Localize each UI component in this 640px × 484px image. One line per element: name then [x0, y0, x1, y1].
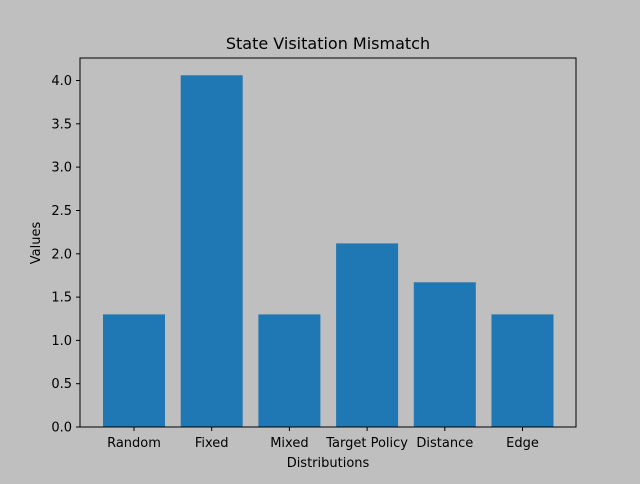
y-tick-label: 4.0	[51, 74, 72, 89]
x-tick-label: Fixed	[195, 436, 229, 451]
bar-distance	[413, 282, 476, 427]
x-axis: Random Fixed Mixed Target Policy Distance Edg…	[107, 427, 539, 451]
plot-frame	[79, 57, 577, 428]
bar-mixed	[258, 314, 321, 427]
y-tick-label: 3.5	[51, 117, 72, 132]
x-tick-label: Target Policy	[325, 436, 408, 451]
y-tick-label: 3.0	[51, 161, 72, 176]
y-tick-label: 1.0	[51, 334, 72, 349]
x-tick-label: Distance	[416, 436, 473, 451]
bar-target-policy	[336, 243, 399, 427]
y-axis: 0.0 0.5 1.0 1.5 2.0 2.5 3.0 3.5 4.0	[51, 74, 80, 436]
y-tick-label: 1.5	[51, 291, 72, 306]
chart-title: State Visitation Mismatch	[226, 34, 430, 53]
x-tick-label: Edge	[506, 436, 539, 451]
x-axis-label: Distributions	[287, 456, 370, 471]
x-tick-label: Mixed	[270, 436, 308, 451]
bars-group	[103, 75, 554, 428]
y-tick-label: 2.5	[51, 204, 72, 219]
y-tick-label: 2.0	[51, 247, 72, 262]
bar-fixed	[180, 75, 243, 428]
y-tick-label: 0.0	[51, 421, 72, 436]
x-tick-label: Random	[107, 436, 161, 451]
bar-random	[103, 314, 165, 427]
y-axis-label: Values	[29, 222, 44, 265]
y-tick-label: 0.5	[51, 377, 72, 392]
bar-edge	[491, 314, 554, 427]
